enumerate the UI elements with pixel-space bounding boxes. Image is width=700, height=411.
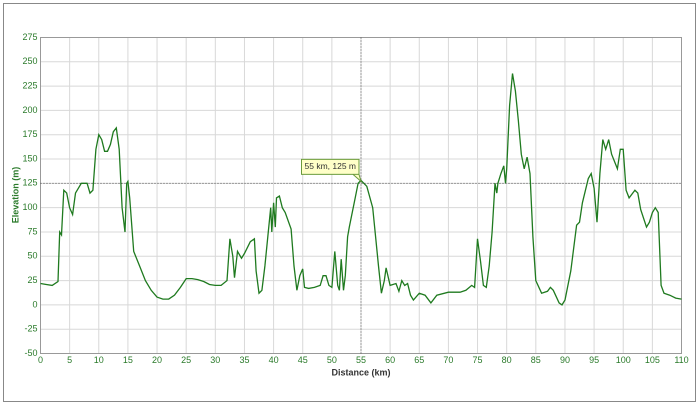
x-tick-label: 80: [502, 355, 512, 365]
x-tick-label: 10: [94, 355, 104, 365]
y-tick-label: 150: [22, 153, 37, 163]
x-tick-label: 50: [327, 355, 337, 365]
y-tick-label: -50: [24, 348, 37, 358]
x-tick-label: 55: [356, 355, 366, 365]
x-tick-label: 100: [616, 355, 631, 365]
x-tick-label: 0: [38, 355, 43, 365]
x-tick-label: 105: [645, 355, 660, 365]
x-tick-label: 25: [181, 355, 191, 365]
y-tick-label: 75: [27, 226, 37, 236]
y-tick-label: 250: [22, 56, 37, 66]
y-tick-label: 225: [22, 80, 37, 90]
y-tick-label: 125: [22, 178, 37, 188]
x-tick-label: 5: [67, 355, 72, 365]
x-tick-label: 30: [210, 355, 220, 365]
x-tick-label: 60: [385, 355, 395, 365]
y-tick-label: 100: [22, 202, 37, 212]
y-tick-label: 0: [32, 299, 37, 309]
y-axis-label: Elevation (m): [10, 167, 20, 224]
y-tick-label: -25: [24, 324, 37, 334]
y-tick-label: 25: [27, 275, 37, 285]
y-tick-label: 50: [27, 251, 37, 261]
elevation-line: [40, 73, 682, 306]
x-tick-label: 95: [589, 355, 599, 365]
x-tick-label: 65: [414, 355, 424, 365]
x-tick-label: 20: [152, 355, 162, 365]
x-tick-label: 70: [443, 355, 453, 365]
y-tick-label: 200: [22, 105, 37, 115]
x-tick-label: 110: [674, 355, 688, 365]
annotation-pointer: [352, 173, 362, 183]
x-tick-label: 85: [531, 355, 541, 365]
x-tick-label: 40: [269, 355, 279, 365]
x-axis-label: Distance (km): [331, 367, 390, 377]
x-tick-label: 35: [239, 355, 249, 365]
annotation-box: [301, 158, 360, 175]
annotation-label: 55 km, 125 m: [305, 161, 357, 171]
x-tick-label: 90: [560, 355, 570, 365]
y-tick-label: 275: [22, 32, 37, 42]
y-tick-label: 175: [22, 129, 37, 139]
x-tick-label: 15: [123, 355, 133, 365]
x-tick-label: 45: [298, 355, 308, 365]
x-tick-label: 75: [473, 355, 483, 365]
